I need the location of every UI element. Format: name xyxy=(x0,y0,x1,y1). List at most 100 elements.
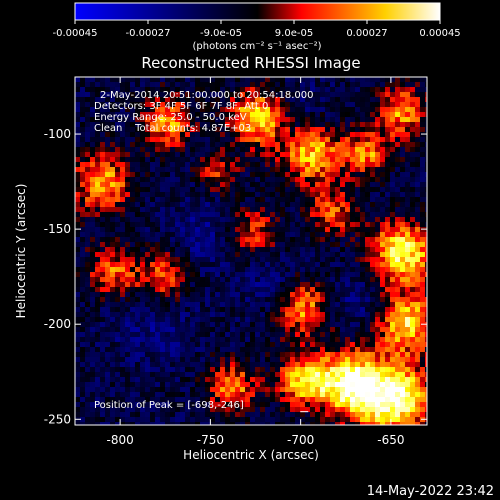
heatmap-cell xyxy=(415,337,421,343)
heatmap-cell xyxy=(285,157,291,163)
heatmap-cell xyxy=(165,222,171,228)
heatmap-cell xyxy=(240,97,246,103)
heatmap-cell xyxy=(300,267,306,273)
heatmap-cell xyxy=(400,287,406,293)
heatmap-cell xyxy=(260,102,266,108)
heatmap-cell xyxy=(225,77,231,83)
heatmap-cell xyxy=(300,112,306,118)
heatmap-cell xyxy=(210,82,216,88)
heatmap-cell xyxy=(80,242,86,248)
heatmap-cell xyxy=(245,172,251,178)
heatmap-cell xyxy=(265,297,271,303)
heatmap-cell xyxy=(305,407,311,413)
heatmap-cell xyxy=(235,92,241,98)
heatmap-cell xyxy=(175,372,181,378)
heatmap-cell xyxy=(245,422,251,425)
heatmap-cell xyxy=(280,417,286,423)
heatmap-cell xyxy=(165,262,171,268)
heatmap-cell xyxy=(405,232,411,238)
heatmap-cell xyxy=(385,112,391,118)
heatmap-cell xyxy=(425,107,427,113)
heatmap-cell xyxy=(305,222,311,228)
heatmap-cell xyxy=(240,252,246,258)
heatmap-cell xyxy=(260,127,266,133)
heatmap-cell xyxy=(85,302,91,308)
heatmap-cell xyxy=(395,247,401,253)
heatmap-cell xyxy=(375,342,381,348)
heatmap-cell xyxy=(220,147,226,153)
heatmap-cell xyxy=(385,322,391,328)
heatmap-cell xyxy=(220,382,226,388)
heatmap-cell xyxy=(140,232,146,238)
heatmap-cell xyxy=(260,387,266,393)
heatmap-cell xyxy=(115,282,121,288)
heatmap-cell xyxy=(225,182,231,188)
heatmap-cell xyxy=(305,187,311,193)
heatmap-cell xyxy=(150,367,156,373)
heatmap-cell xyxy=(110,297,116,303)
heatmap-cell xyxy=(135,237,141,243)
heatmap-cell xyxy=(365,262,371,268)
heatmap-cell xyxy=(385,372,391,378)
heatmap-cell xyxy=(250,332,256,338)
heatmap-cell xyxy=(150,112,156,118)
heatmap-cell xyxy=(425,192,427,198)
heatmap-cell xyxy=(100,217,106,223)
heatmap-cell xyxy=(75,382,81,388)
heatmap-cell xyxy=(340,397,346,403)
heatmap-cell xyxy=(100,117,106,123)
heatmap-cell xyxy=(125,122,131,128)
heatmap-cell xyxy=(345,322,351,328)
heatmap-cell xyxy=(425,87,427,93)
heatmap-cell xyxy=(100,97,106,103)
heatmap-cell xyxy=(200,287,206,293)
heatmap-cell xyxy=(115,322,121,328)
heatmap-cell xyxy=(280,412,286,418)
heatmap-cell xyxy=(85,407,91,413)
heatmap-cell xyxy=(230,287,236,293)
heatmap-cell xyxy=(340,242,346,248)
heatmap-cell xyxy=(315,262,321,268)
heatmap-cell xyxy=(340,262,346,268)
heatmap-cell xyxy=(170,142,176,148)
heatmap-cell xyxy=(300,352,306,358)
heatmap-cell xyxy=(180,257,186,263)
heatmap-cell xyxy=(170,327,176,333)
heatmap-cell xyxy=(195,362,201,368)
heatmap-cell xyxy=(130,137,136,143)
heatmap-cell xyxy=(400,167,406,173)
heatmap-cell xyxy=(305,337,311,343)
heatmap-cell xyxy=(140,312,146,318)
heatmap-cell xyxy=(315,337,321,343)
heatmap-cell xyxy=(410,147,416,153)
heatmap-cell xyxy=(125,82,131,88)
heatmap-cell xyxy=(380,127,386,133)
heatmap-cell xyxy=(420,137,426,143)
heatmap-cell xyxy=(330,382,336,388)
heatmap-cell xyxy=(260,212,266,218)
heatmap-cell xyxy=(285,367,291,373)
heatmap-cell xyxy=(265,342,271,348)
heatmap-cell xyxy=(280,387,286,393)
heatmap-cell xyxy=(235,137,241,143)
heatmap-cell xyxy=(90,207,96,213)
heatmap-cell xyxy=(390,167,396,173)
heatmap-cell xyxy=(305,297,311,303)
heatmap-cell xyxy=(365,172,371,178)
heatmap-cell xyxy=(305,277,311,283)
heatmap-cell xyxy=(190,152,196,158)
heatmap-cell xyxy=(255,377,261,383)
heatmap-cell xyxy=(175,82,181,88)
heatmap-cell xyxy=(215,122,221,128)
heatmap-cell xyxy=(175,92,181,98)
heatmap-cell xyxy=(170,107,176,113)
heatmap-cell xyxy=(115,212,121,218)
heatmap-cell xyxy=(410,102,416,108)
heatmap-cell xyxy=(195,267,201,273)
heatmap-cell xyxy=(245,302,251,308)
heatmap-cell xyxy=(375,177,381,183)
heatmap-cell xyxy=(370,227,376,233)
colorbar-ticks: -0.00045 -0.00027 -9.0e-05 9.0e-05 0.00027 0.… xyxy=(53,20,461,39)
heatmap-cell xyxy=(335,342,341,348)
heatmap-cell xyxy=(120,162,126,168)
